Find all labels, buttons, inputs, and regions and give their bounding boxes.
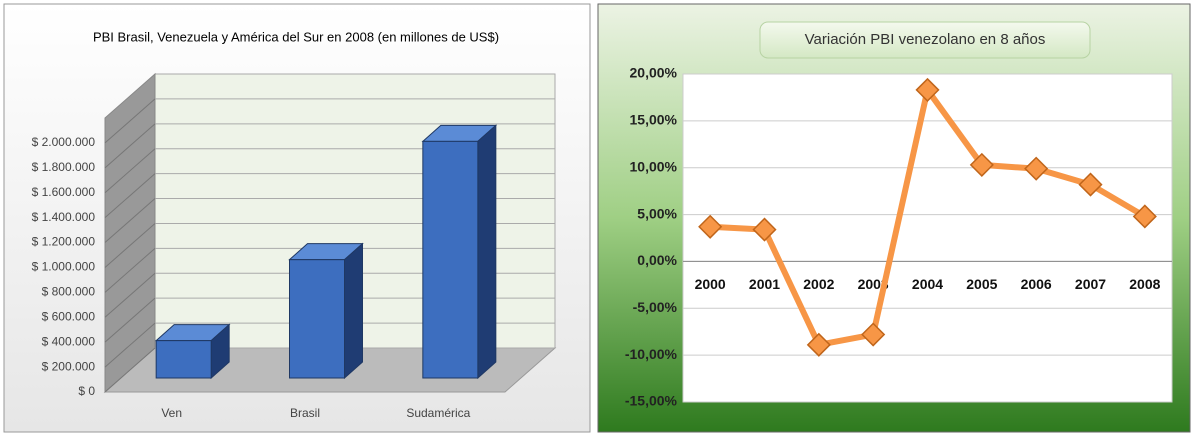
bar (155, 340, 212, 379)
x-tick-label: 2000 (695, 276, 726, 292)
grid-line (104, 297, 156, 343)
x-tick-label: Brasil (290, 406, 320, 420)
y-tick-label: $ 0 (78, 384, 95, 398)
y-tick-label: 5,00% (637, 205, 677, 221)
x-tick-label: 2008 (1129, 276, 1160, 292)
y-tick-label: $ 800.000 (42, 285, 96, 299)
grid-line (104, 198, 156, 243)
y-tick-label: -15,00% (625, 393, 678, 409)
marker (806, 332, 831, 357)
grid-line (104, 247, 156, 293)
y-tick-label: $ 1.600.000 (32, 185, 96, 199)
marker (969, 152, 994, 177)
marker (1024, 156, 1049, 181)
marker (915, 77, 940, 102)
bar (422, 140, 479, 379)
grid-line (104, 223, 156, 268)
grid-line (104, 173, 156, 219)
y-tick-label: $ 400.000 (42, 334, 96, 348)
title-box (759, 21, 1091, 59)
x-tick-label: 2001 (749, 276, 780, 292)
marker (698, 214, 723, 239)
bar-side (477, 124, 497, 380)
y-tick-label: 20,00% (630, 65, 678, 81)
plot-area (682, 73, 1173, 403)
y-tick-label: -5,00% (633, 299, 678, 315)
x-tick-label: 2007 (1075, 276, 1106, 292)
marker (1132, 204, 1157, 229)
marker (861, 322, 886, 347)
y-tick-label: 10,00% (630, 158, 678, 174)
x-tick-label: 2006 (1021, 276, 1052, 292)
bar-side (344, 242, 363, 380)
chart-title: Variación PBI venezolano en 8 años (805, 31, 1046, 48)
y-tick-label: -10,00% (625, 346, 678, 362)
y-tick-label: $ 1.400.000 (32, 210, 96, 224)
grid-line (104, 322, 156, 368)
chart-title: PBI Brasil, Venezuela y América del Sur … (93, 29, 499, 44)
y-tick-label: $ 2.000.000 (32, 135, 96, 149)
y-tick-label: $ 1.200.000 (32, 235, 96, 249)
y-tick-label: $ 1.800.000 (32, 160, 96, 174)
y-tick-label: $ 600.000 (42, 309, 96, 323)
y-tick-label: 15,00% (630, 112, 678, 128)
x-tick-label: Sudamérica (406, 406, 470, 420)
marker (1078, 172, 1103, 197)
y-tick-label: $ 1.000.000 (32, 260, 96, 274)
grid-line (104, 272, 156, 318)
x-tick-label: 2005 (966, 276, 997, 292)
y-tick-label: 0,00% (637, 252, 677, 268)
bar (289, 259, 345, 379)
marker (752, 217, 777, 242)
grid-line (104, 123, 156, 169)
x-tick-label: Ven (161, 406, 182, 420)
grid-line (104, 148, 156, 194)
y-tick-label: $ 200.000 (42, 359, 96, 373)
grid-line (104, 347, 156, 393)
side-wall (104, 72, 156, 394)
x-tick-label: 2002 (803, 276, 834, 292)
x-tick-label: 2004 (912, 276, 943, 292)
grid-line (104, 98, 156, 144)
